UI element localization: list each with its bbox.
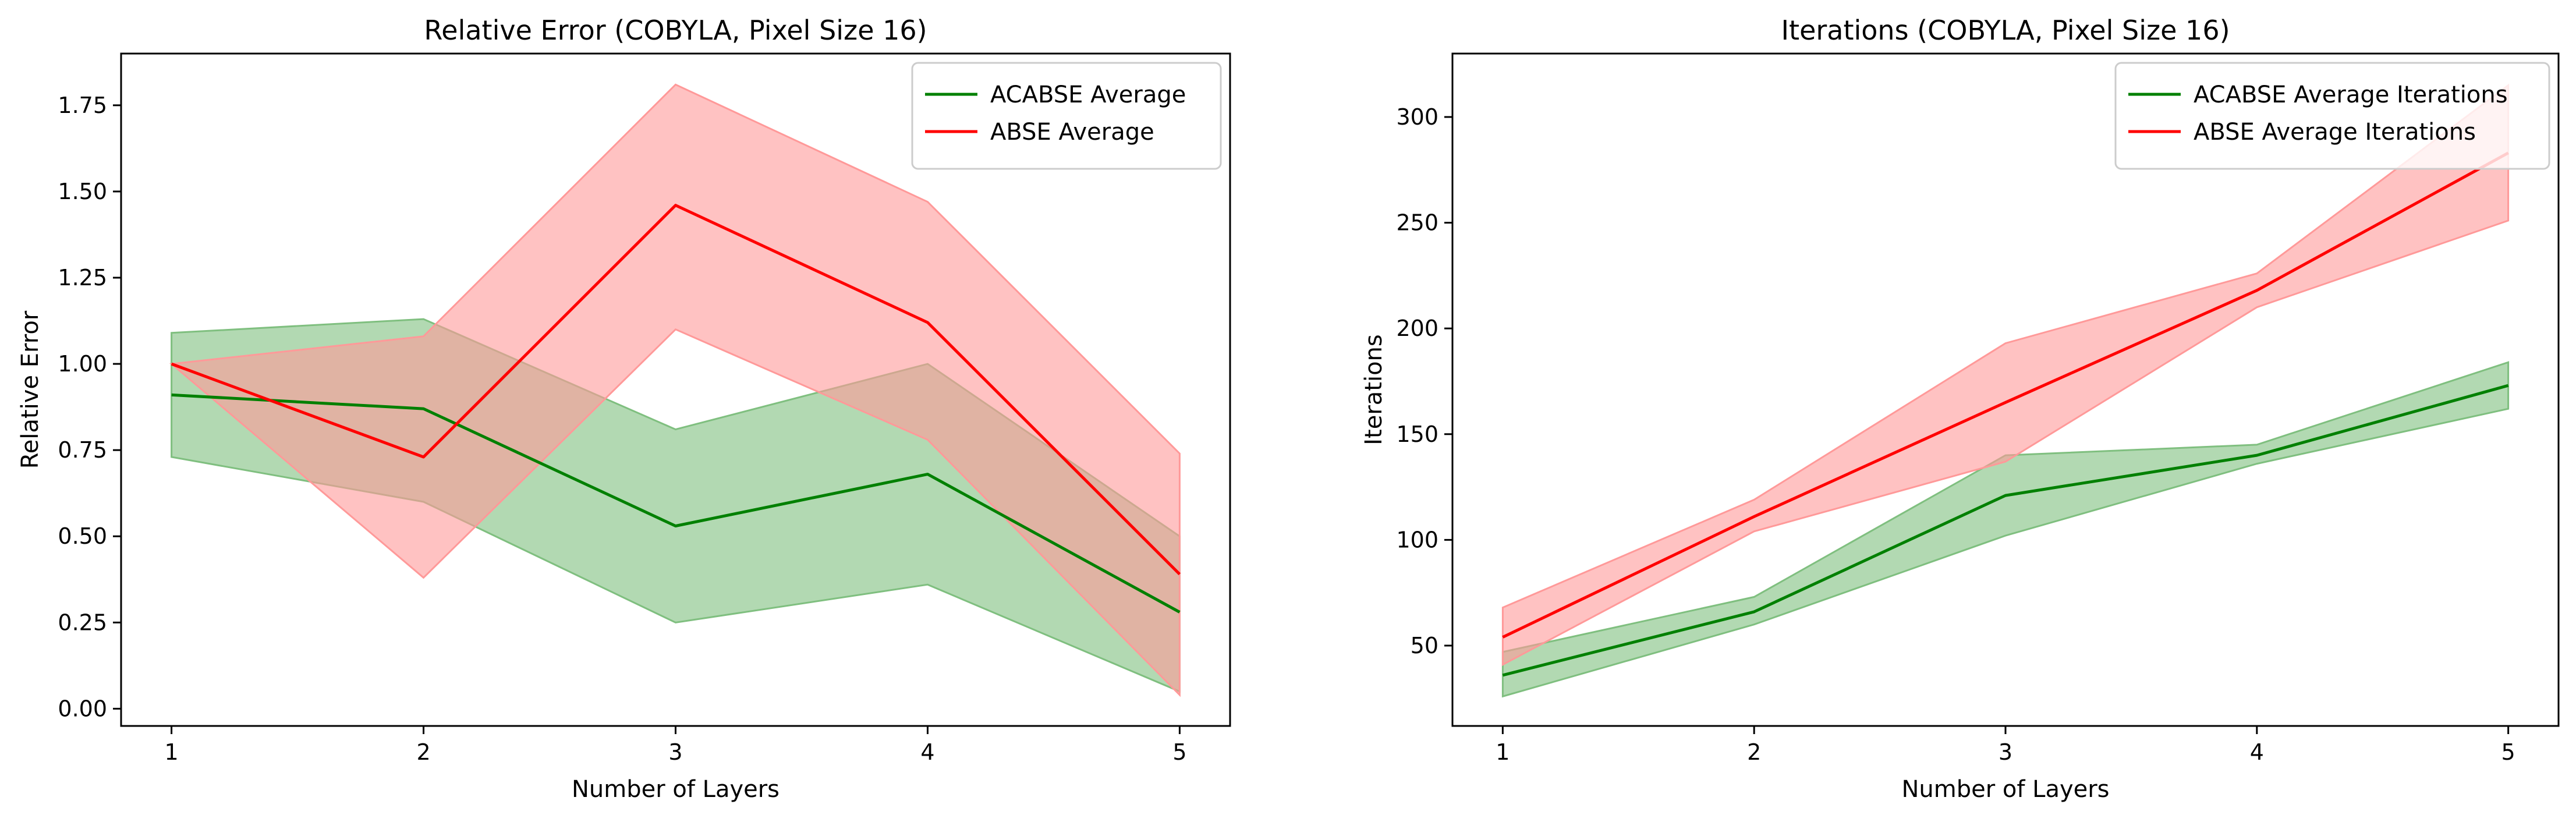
y-tick-label-1-2: 0.25 — [58, 610, 107, 635]
band-2-2 — [1501, 83, 2510, 667]
y-tick-label-2-4: 200 — [1396, 316, 1438, 341]
series-line-2-1 — [1502, 384, 2509, 677]
series-line-1-1 — [171, 393, 1181, 614]
y-tick-label-2-2: 100 — [1396, 527, 1438, 552]
legend-label-1-1: ACABSE Average — [990, 82, 1186, 108]
chart-title-2: Iterations (COBYLA, Pixel Size 16) — [1781, 15, 2230, 46]
legend-box-1 — [911, 62, 1222, 170]
series-line-1-2 — [171, 204, 1181, 576]
x-tick-label-2-5: 5 — [2501, 739, 2515, 765]
y-tick-label-1-3: 0.50 — [58, 523, 107, 549]
y-tick-label-2-6: 300 — [1396, 104, 1438, 130]
y-tick-label-2-5: 250 — [1396, 210, 1438, 236]
chart-title-1: Relative Error (COBYLA, Pixel Size 16) — [424, 15, 927, 46]
legend-2: ACABSE Average Iterations ABSE Average It… — [2114, 62, 2550, 170]
x-tick-label-1-2: 2 — [416, 739, 430, 765]
y-tick-label-2-1: 50 — [1411, 633, 1438, 658]
x-tick-label-2-4: 4 — [2250, 739, 2264, 765]
y-axis-label-1: Relative Error — [17, 310, 44, 469]
x-tick-label-1-1: 1 — [164, 739, 178, 765]
chart-panel-2: 1 2 3 4 5 50 100 150 200 250 300 Iterations (COBYLA… — [1360, 15, 2560, 803]
legend-label-1-2: ABSE Average — [990, 119, 1154, 146]
series-line-2-2 — [1502, 151, 2509, 639]
x-tick-label-2-2: 2 — [1747, 739, 1761, 765]
y-tick-label-2-3: 150 — [1396, 421, 1438, 447]
x-tick-label-2-3: 3 — [1999, 739, 2012, 765]
legend-label-2-1: ACABSE Average Iterations — [2194, 82, 2508, 108]
y-tick-label-1-6: 1.25 — [58, 265, 107, 290]
x-tick-label-2-1: 1 — [1496, 739, 1510, 765]
x-axis-label-1: Number of Layers — [572, 776, 779, 803]
chart-panel-1: 1 2 3 4 5 0.00 0.25 0.50 0.75 1.00 1.25 1.50 1.75 Rel… — [17, 15, 1231, 803]
y-tick-label-1-1: 0.00 — [58, 696, 107, 721]
y-tick-label-1-5: 1.00 — [58, 351, 107, 377]
x-tick-label-1-4: 4 — [920, 739, 934, 765]
legend-box-2 — [2114, 62, 2550, 170]
y-tick-label-1-7: 1.50 — [58, 179, 107, 204]
legend-1: ACABSE Average ABSE Average — [911, 62, 1222, 170]
x-tick-label-1-3: 3 — [668, 739, 682, 765]
y-tick-label-1-8: 1.75 — [58, 93, 107, 118]
x-axis-label-2: Number of Layers — [1901, 776, 2109, 803]
x-tick-label-1-5: 5 — [1172, 739, 1186, 765]
y-axis-label-2: Iterations — [1360, 334, 1387, 445]
y-tick-label-1-4: 0.75 — [58, 437, 107, 463]
legend-label-2-2: ABSE Average Iterations — [2194, 119, 2476, 146]
